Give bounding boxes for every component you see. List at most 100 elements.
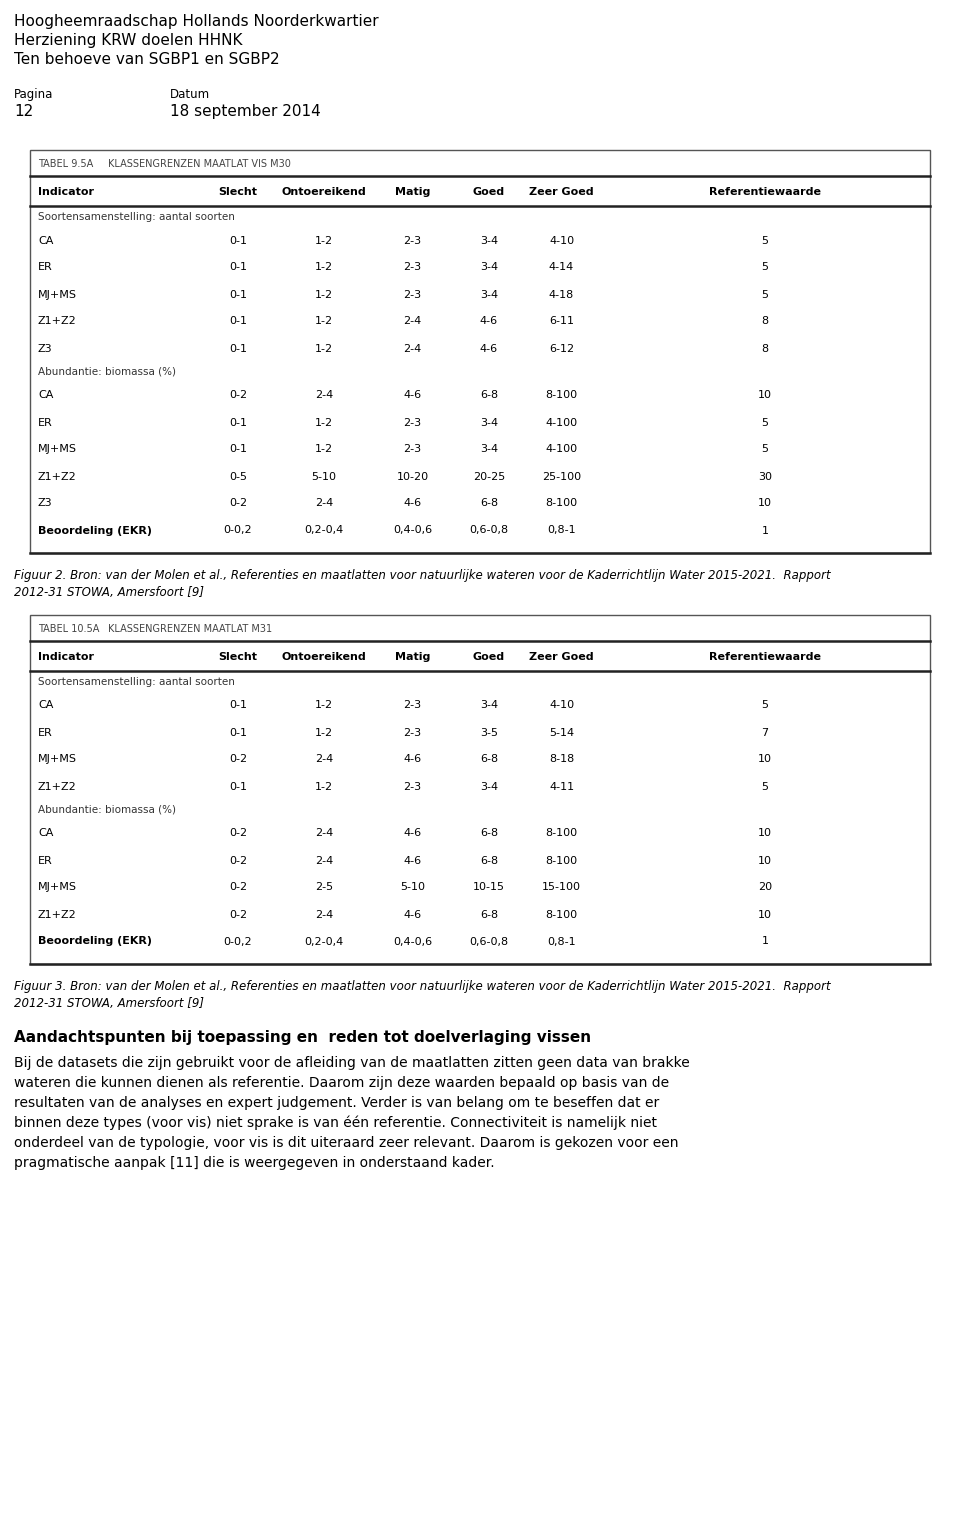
Text: 2-3: 2-3 bbox=[403, 727, 421, 738]
Text: 0,8-1: 0,8-1 bbox=[547, 936, 576, 947]
Text: CA: CA bbox=[38, 828, 54, 839]
Text: 5: 5 bbox=[761, 263, 769, 272]
Text: 1-2: 1-2 bbox=[315, 418, 333, 427]
Text: 10-15: 10-15 bbox=[473, 882, 505, 893]
Text: 3-4: 3-4 bbox=[480, 289, 498, 300]
Text: 4-6: 4-6 bbox=[403, 828, 421, 839]
Text: 0,6-0,8: 0,6-0,8 bbox=[469, 936, 509, 947]
Text: 2-4: 2-4 bbox=[403, 343, 421, 354]
Text: MJ+MS: MJ+MS bbox=[38, 289, 77, 300]
Text: 0,6-0,8: 0,6-0,8 bbox=[469, 526, 509, 535]
Text: 2012-31 STOWA, Amersfoort [9]: 2012-31 STOWA, Amersfoort [9] bbox=[14, 586, 204, 599]
Text: Herziening KRW doelen HHNK: Herziening KRW doelen HHNK bbox=[14, 32, 243, 48]
Text: ER: ER bbox=[38, 727, 53, 738]
Text: 0-2: 0-2 bbox=[228, 828, 247, 839]
Text: Soortensamenstelling: aantal soorten: Soortensamenstelling: aantal soorten bbox=[38, 676, 235, 687]
Text: 6-8: 6-8 bbox=[480, 755, 498, 764]
Text: 4-6: 4-6 bbox=[480, 343, 498, 354]
Text: Matig: Matig bbox=[395, 652, 430, 662]
Text: 5-10: 5-10 bbox=[400, 882, 425, 893]
Text: CA: CA bbox=[38, 701, 54, 710]
Text: TABEL 9.5A: TABEL 9.5A bbox=[38, 158, 93, 169]
Text: 0-1: 0-1 bbox=[229, 263, 247, 272]
Text: Datum: Datum bbox=[170, 88, 210, 101]
Text: 3-4: 3-4 bbox=[480, 263, 498, 272]
Text: 6-8: 6-8 bbox=[480, 498, 498, 509]
Text: Hoogheemraadschap Hollands Noorderkwartier: Hoogheemraadschap Hollands Noorderkwarti… bbox=[14, 14, 378, 29]
Text: Ontoereikend: Ontoereikend bbox=[281, 188, 367, 197]
Text: 12: 12 bbox=[14, 105, 34, 118]
Text: KLASSENGRENZEN MAATLAT VIS M30: KLASSENGRENZEN MAATLAT VIS M30 bbox=[108, 158, 291, 169]
Text: 8: 8 bbox=[761, 317, 769, 326]
Text: 10: 10 bbox=[758, 828, 772, 839]
Text: Beoordeling (EKR): Beoordeling (EKR) bbox=[38, 936, 152, 947]
Text: 0-2: 0-2 bbox=[228, 882, 247, 893]
Text: Z3: Z3 bbox=[38, 498, 53, 509]
Text: Bij de datasets die zijn gebruikt voor de afleiding van de maatlatten zitten gee: Bij de datasets die zijn gebruikt voor d… bbox=[14, 1056, 689, 1070]
Text: Slecht: Slecht bbox=[219, 188, 257, 197]
Text: 5: 5 bbox=[761, 418, 769, 427]
Text: Slecht: Slecht bbox=[219, 652, 257, 662]
Text: Goed: Goed bbox=[473, 188, 505, 197]
Text: 2-3: 2-3 bbox=[403, 444, 421, 455]
Text: 2-3: 2-3 bbox=[403, 781, 421, 792]
Text: Indicator: Indicator bbox=[38, 652, 94, 662]
Text: 1-2: 1-2 bbox=[315, 727, 333, 738]
Text: Aandachtspunten bij toepassing en  reden tot doelverlaging vissen: Aandachtspunten bij toepassing en reden … bbox=[14, 1030, 591, 1045]
Text: 0-1: 0-1 bbox=[229, 418, 247, 427]
Text: Referentiewaarde: Referentiewaarde bbox=[709, 652, 821, 662]
Text: 4-14: 4-14 bbox=[549, 263, 574, 272]
Text: 1-2: 1-2 bbox=[315, 444, 333, 455]
Text: 0-1: 0-1 bbox=[229, 701, 247, 710]
Text: 1-2: 1-2 bbox=[315, 235, 333, 246]
Text: 5: 5 bbox=[761, 781, 769, 792]
Text: 4-6: 4-6 bbox=[403, 390, 421, 401]
Text: 0-2: 0-2 bbox=[228, 910, 247, 919]
Text: 2-5: 2-5 bbox=[315, 882, 333, 893]
Text: 3-4: 3-4 bbox=[480, 444, 498, 455]
Text: 7: 7 bbox=[761, 727, 769, 738]
Text: 6-11: 6-11 bbox=[549, 317, 574, 326]
Text: 15-100: 15-100 bbox=[542, 882, 581, 893]
Text: 1: 1 bbox=[761, 526, 769, 535]
Text: Soortensamenstelling: aantal soorten: Soortensamenstelling: aantal soorten bbox=[38, 212, 235, 221]
Text: Abundantie: biomassa (%): Abundantie: biomassa (%) bbox=[38, 367, 176, 377]
Text: 4-11: 4-11 bbox=[549, 781, 574, 792]
Text: 10: 10 bbox=[758, 390, 772, 401]
Text: 0-1: 0-1 bbox=[229, 289, 247, 300]
Text: 0-1: 0-1 bbox=[229, 444, 247, 455]
Text: 0,4-0,6: 0,4-0,6 bbox=[393, 936, 432, 947]
Text: wateren die kunnen dienen als referentie. Daarom zijn deze waarden bepaald op ba: wateren die kunnen dienen als referentie… bbox=[14, 1076, 669, 1090]
Text: 6-8: 6-8 bbox=[480, 910, 498, 919]
Text: 6-8: 6-8 bbox=[480, 390, 498, 401]
Text: 0-2: 0-2 bbox=[228, 498, 247, 509]
Text: Abundantie: biomassa (%): Abundantie: biomassa (%) bbox=[38, 805, 176, 815]
Text: 4-100: 4-100 bbox=[545, 444, 578, 455]
Text: 1-2: 1-2 bbox=[315, 701, 333, 710]
Text: 2-3: 2-3 bbox=[403, 235, 421, 246]
Bar bbox=[30, 615, 930, 964]
Text: 8-100: 8-100 bbox=[545, 498, 578, 509]
Text: 6-8: 6-8 bbox=[480, 856, 498, 865]
Text: Zeer Goed: Zeer Goed bbox=[529, 652, 594, 662]
Text: Referentiewaarde: Referentiewaarde bbox=[709, 188, 821, 197]
Text: 20: 20 bbox=[758, 882, 772, 893]
Text: resultaten van de analyses en expert judgement. Verder is van belang om te besef: resultaten van de analyses en expert jud… bbox=[14, 1096, 660, 1110]
Text: 5: 5 bbox=[761, 444, 769, 455]
Text: 0,8-1: 0,8-1 bbox=[547, 526, 576, 535]
Text: 6-12: 6-12 bbox=[549, 343, 574, 354]
Text: pragmatische aanpak [11] die is weergegeven in onderstaand kader.: pragmatische aanpak [11] die is weergege… bbox=[14, 1156, 494, 1170]
Text: 1-2: 1-2 bbox=[315, 343, 333, 354]
Text: CA: CA bbox=[38, 235, 54, 246]
Text: Indicator: Indicator bbox=[38, 188, 94, 197]
Text: 3-4: 3-4 bbox=[480, 781, 498, 792]
Text: 5: 5 bbox=[761, 701, 769, 710]
Text: 5-10: 5-10 bbox=[311, 472, 337, 481]
Text: Z1+Z2: Z1+Z2 bbox=[38, 781, 77, 792]
Text: 4-6: 4-6 bbox=[403, 498, 421, 509]
Text: Z1+Z2: Z1+Z2 bbox=[38, 910, 77, 919]
Text: 2-4: 2-4 bbox=[315, 856, 333, 865]
Text: CA: CA bbox=[38, 390, 54, 401]
Text: 8-100: 8-100 bbox=[545, 856, 578, 865]
Text: Goed: Goed bbox=[473, 652, 505, 662]
